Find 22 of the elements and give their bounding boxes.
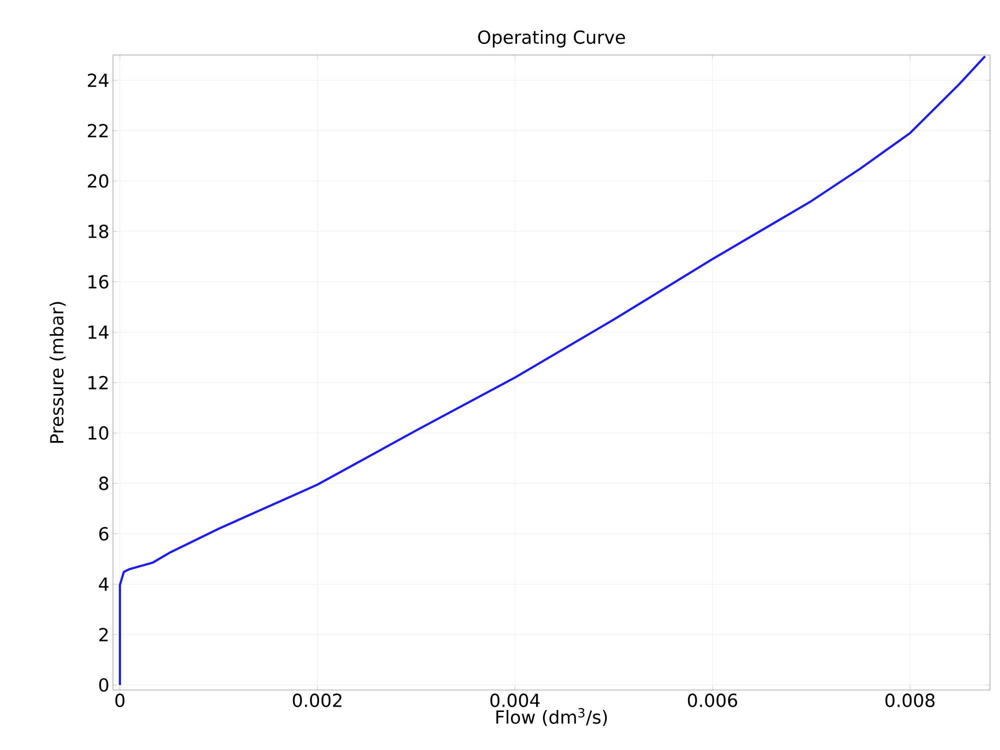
y-tick-label: 22 (88, 124, 108, 138)
line-series (118, 55, 986, 686)
y-tick-label: 14 (88, 326, 108, 339)
chart-title: Operating Curve (478, 30, 625, 48)
y-tick-label: 6 (99, 526, 108, 541)
x-tick-label: 0.006 (688, 694, 738, 708)
y-tick-label: 8 (99, 476, 108, 490)
y-tick-label: 16 (88, 274, 108, 289)
y-tick-label: 20 (88, 174, 108, 188)
y-tick-label: 2 (99, 628, 108, 642)
x-tick-label: 0.008 (885, 694, 935, 708)
y-tick-label: 12 (88, 376, 108, 390)
x-tick-label: 0.002 (292, 694, 342, 708)
y-tick-label: 0 (99, 678, 108, 692)
y-axis-title: Pressure (mbar) (50, 302, 66, 443)
y-tick-label: 18 (88, 224, 108, 238)
y-tick-label: 24 (88, 74, 108, 87)
y-tick-label: 4 (98, 578, 108, 591)
x-tick-label: 0.004 (490, 694, 540, 708)
y-tick-label: 10 (88, 426, 108, 440)
x-tick-label: 0 (115, 694, 124, 708)
x-axis-title: Flow (dm$^{3}$/s) (496, 708, 607, 726)
